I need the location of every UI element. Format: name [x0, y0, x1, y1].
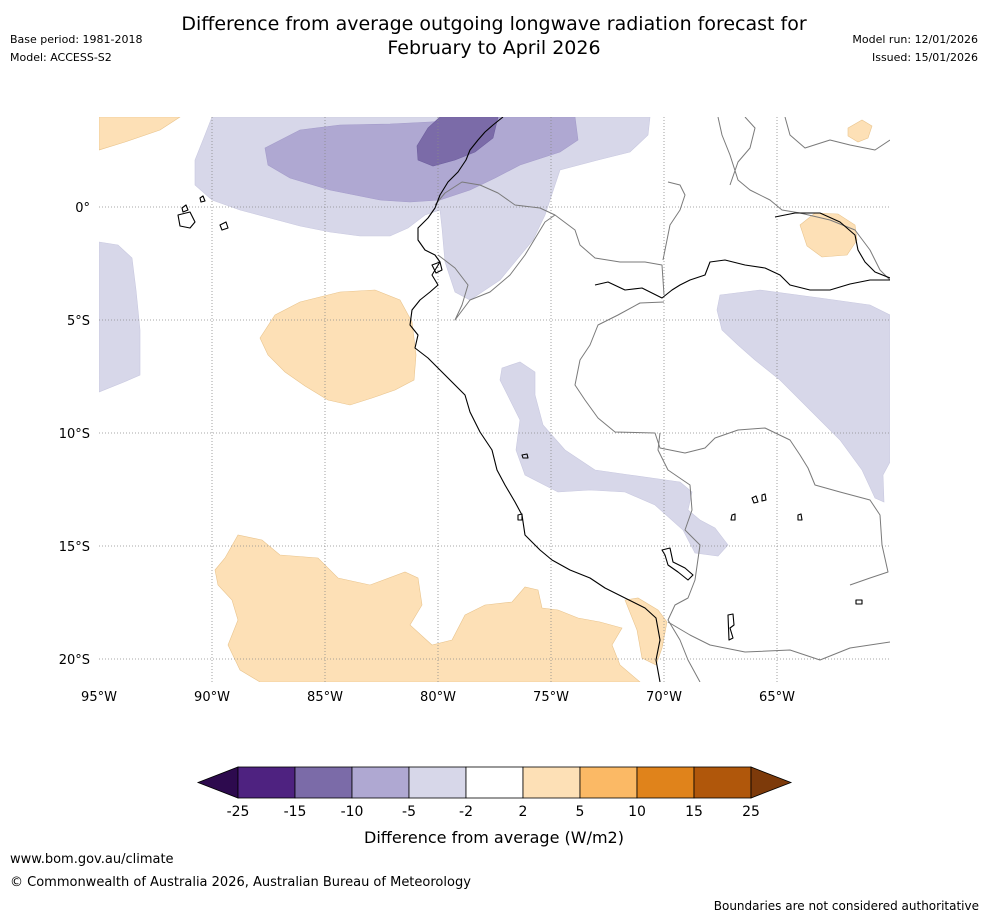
base-period-label: Base period: 1981-2018	[10, 33, 143, 46]
colorbar-tick: 10	[628, 804, 646, 820]
title-line-1: Difference from average outgoing longwav…	[181, 13, 807, 35]
lake-titicaca	[661, 547, 694, 581]
lat-label: 0°	[75, 201, 90, 216]
colorbar-swatch	[294, 766, 353, 799]
colorbar-swatch	[237, 766, 296, 799]
colorbar	[196, 766, 793, 799]
colorbar-tick: -10	[341, 804, 364, 820]
coastline-pacific	[409, 117, 661, 682]
anomaly-region-west-edge	[99, 241, 141, 393]
anomaly-region-ecuador-offshore	[259, 289, 417, 406]
border-venezuela-colombia	[662, 181, 686, 261]
colorbar-swatch	[579, 766, 638, 799]
colorbar-tick: 2	[519, 804, 528, 820]
small-lake-1	[751, 495, 759, 504]
border-bolivia-chile	[667, 621, 890, 661]
galapagos-island-1	[177, 211, 196, 229]
small-lake-2	[761, 493, 767, 502]
colorbar-tick: 5	[576, 804, 585, 820]
colorbar-swatch	[522, 766, 581, 799]
border-northeast	[729, 117, 756, 186]
colorbar-swatch	[351, 766, 410, 799]
colorbar-swatch	[693, 766, 752, 799]
anomaly-region-southeast-pacific	[214, 534, 641, 682]
longitude-labels: 95°W 90°W 85°W 80°W 75°W 70°W 65°W	[81, 690, 795, 705]
model-label: Model: ACCESS-S2	[10, 51, 112, 64]
small-lake-3	[797, 513, 803, 521]
footer-copyright: © Commonwealth of Australia 2026, Austra…	[10, 875, 471, 890]
border-peru-brazil	[574, 301, 889, 586]
river-northern-tributary	[774, 212, 890, 279]
colorbar-tick: -5	[402, 804, 416, 820]
galapagos-island-3	[219, 221, 229, 231]
lat-label: 15°S	[59, 540, 90, 555]
country-borders	[434, 117, 890, 682]
lon-label: 95°W	[81, 690, 117, 705]
anomaly-region-panama-core	[416, 117, 499, 167]
small-lake-8	[855, 599, 863, 605]
small-lake-4	[730, 513, 736, 521]
issued-label: Issued: 15/01/2026	[871, 51, 978, 64]
lon-label: 75°W	[533, 690, 569, 705]
lon-label: 85°W	[307, 690, 343, 705]
lat-label: 20°S	[59, 653, 90, 668]
colorbar-swatch	[465, 766, 524, 799]
map-area	[99, 117, 890, 682]
colorbar-tick: 25	[742, 804, 760, 820]
small-lake-7	[517, 513, 523, 521]
colorbar-arrow-low	[196, 766, 239, 799]
graticule	[99, 117, 890, 682]
title-line-2: February to April 2026	[387, 37, 601, 59]
colorbar-title: Difference from average (W/m2)	[364, 828, 624, 847]
border-guyana	[784, 117, 890, 151]
anomaly-region-northeast-dot	[847, 119, 873, 143]
colorbar-tick: 15	[685, 804, 703, 820]
lat-label: 10°S	[59, 427, 90, 442]
galapagos-island-4	[199, 195, 206, 203]
lon-label: 80°W	[420, 690, 456, 705]
colorbar-swatch	[636, 766, 695, 799]
border-venezuela-brazil	[717, 117, 890, 281]
anomaly-light-orange-regions	[99, 117, 873, 682]
coastlines	[177, 117, 890, 682]
colorbar-tick: -25	[227, 804, 250, 820]
anomaly-dark-purple-regions	[416, 117, 499, 167]
anomaly-region-southern-coast	[624, 597, 668, 666]
small-lake-6	[521, 453, 529, 459]
small-lake-5	[727, 613, 735, 641]
galapagos-island-2	[181, 204, 189, 213]
lon-label: 90°W	[194, 690, 230, 705]
river-amazon	[594, 259, 890, 299]
anomaly-region-andes-band	[499, 361, 729, 557]
anomaly-region-east	[716, 289, 890, 503]
page-title: Difference from average outgoing longwav…	[0, 12, 988, 60]
colorbar-ticks: -25 -15 -10 -5 -2 2 5 10 15 25	[227, 804, 760, 820]
colorbar-arrow-high	[750, 766, 793, 799]
latitude-labels: 0° 5°S 10°S 15°S 20°S	[59, 201, 90, 668]
lon-label: 70°W	[646, 690, 682, 705]
footer-url[interactable]: www.bom.gov.au/climate	[10, 852, 174, 867]
lat-label: 5°S	[67, 314, 90, 329]
anomaly-region-northwest-corner	[99, 117, 181, 151]
border-peru-bolivia	[657, 432, 701, 682]
gulf-of-guayaquil-island	[431, 261, 443, 274]
colorbar-swatch	[408, 766, 467, 799]
colorbar-tick: -15	[284, 804, 307, 820]
colorbar-tick: -2	[459, 804, 473, 820]
model-run-label: Model run: 12/01/2026	[852, 33, 978, 46]
lon-label: 65°W	[759, 690, 795, 705]
footer-note: Boundaries are not considered authoritat…	[713, 899, 979, 913]
border-ecuador-peru	[437, 214, 556, 321]
